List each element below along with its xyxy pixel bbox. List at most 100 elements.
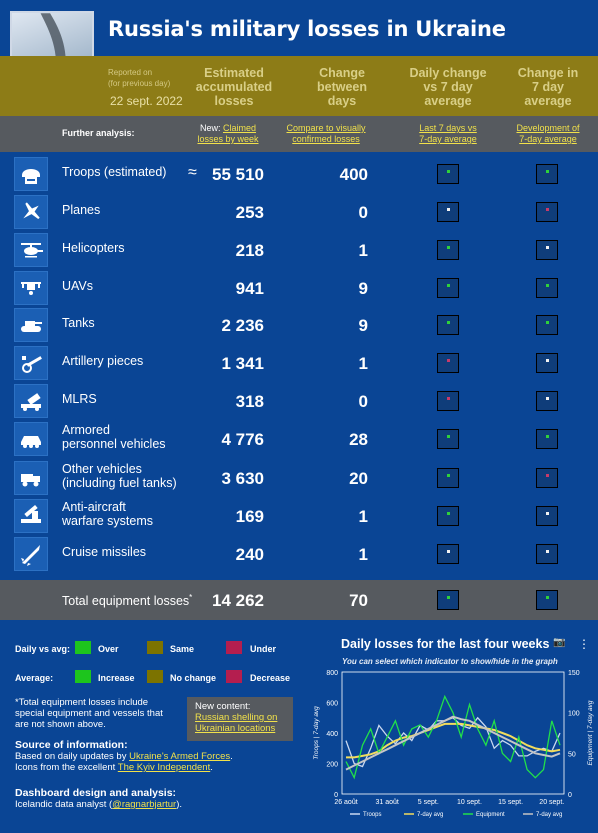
row-value: 4 776 (221, 430, 264, 449)
legend-under-swatch (226, 641, 242, 654)
chart-title: Daily losses for the last four weeks (341, 637, 550, 651)
daily-vs-avg-sparkline[interactable] (437, 240, 459, 260)
indicator-dot (546, 246, 549, 249)
legend-over-label: Over (98, 644, 119, 654)
compare-confirmed-link[interactable]: Compare to visually confirmed losses (286, 123, 366, 144)
avg-change-sparkline[interactable] (536, 164, 558, 184)
avg-change-sparkline[interactable] (536, 468, 558, 488)
daily-vs-avg-sparkline[interactable] (437, 353, 459, 373)
row-label: Armored personnel vehicles (62, 423, 166, 451)
avg-change-sparkline[interactable] (536, 202, 558, 222)
daily-vs-avg-sparkline[interactable] (437, 429, 459, 449)
avg-change-sparkline[interactable] (536, 391, 558, 411)
legend-decrease-swatch (226, 670, 242, 683)
avg-change-sparkline[interactable] (536, 240, 558, 260)
row-value: 2 236 (221, 316, 264, 335)
row-label: Planes (62, 203, 101, 217)
indicator-dot (447, 321, 450, 324)
icons-punct: . (210, 762, 213, 773)
indicator-dot (546, 208, 549, 211)
header-bar (0, 0, 598, 56)
row-value: 253 (235, 203, 264, 222)
avg-change-sparkline[interactable] (536, 506, 558, 526)
anti-aircraft-icon (14, 499, 48, 533)
row-value: 218 (235, 241, 264, 260)
icon-graphic (21, 321, 42, 332)
reported-on-label: Reported on (for previous day) (108, 68, 171, 88)
daily-vs-avg-sparkline[interactable] (437, 315, 459, 335)
row-change: 1 (358, 507, 368, 526)
row-value: 3 630 (221, 469, 264, 488)
icon-graphic (21, 504, 41, 523)
more-options-icon[interactable]: ⋮ (578, 637, 590, 651)
column-header-daily-vs-avg: Daily change vs 7 day average (409, 66, 487, 108)
avg-change-sparkline[interactable] (536, 353, 558, 373)
row-change: 0 (358, 203, 368, 222)
indicator-dot (447, 512, 450, 515)
russian-shelling-link[interactable]: Russian shelling on Ukrainian locations (195, 712, 278, 734)
daily-vs-avg-sparkline[interactable] (437, 391, 459, 411)
series-line-3 (345, 715, 561, 771)
indicator-dot (546, 284, 549, 287)
row-value: 1 341 (221, 354, 264, 373)
row-change: 1 (358, 354, 368, 373)
daily-vs-avg-sparkline[interactable] (437, 278, 459, 298)
row-label: Helicopters (62, 241, 125, 255)
camera-icon[interactable]: 📷 (553, 637, 566, 648)
row-change: 20 (349, 469, 368, 488)
legend-text-1: 7-day avg (417, 812, 443, 818)
fighter-jet-icon (14, 195, 48, 229)
x-tick: 20 sept. (539, 799, 564, 806)
daily-losses-chart[interactable]: 0 200 400 600 800 0 50 100 150 26 août 31 août 5 se… (308, 664, 598, 828)
kyiv-independent-link[interactable]: The Kyiv Independent (117, 762, 211, 773)
approx-symbol: ≈ (188, 164, 197, 181)
indicator-dot (546, 170, 549, 173)
row-value: 169 (235, 507, 264, 526)
y-right-label: Equipment | 7-day avg (587, 700, 594, 765)
legend-nochange-swatch (147, 670, 163, 683)
avg-change-sparkline[interactable] (536, 278, 558, 298)
y-left-tick: 0 (334, 792, 338, 799)
total-footnote: *Total equipment losses include special … (15, 697, 163, 730)
apc-icon (14, 422, 48, 456)
avg-change-sparkline[interactable] (536, 429, 558, 449)
daily-vs-avg-sparkline[interactable] (437, 164, 459, 184)
total-value: 14 262 (212, 591, 264, 610)
legend-same-label: Same (170, 644, 195, 654)
row-label: Artillery pieces (62, 354, 144, 368)
armed-forces-link[interactable]: Ukraine's Armed Forces (129, 751, 231, 762)
daily-vs-avg-sparkline[interactable] (437, 506, 459, 526)
truck-icon (14, 461, 48, 495)
indicator-dot (546, 550, 549, 553)
row-change: 9 (358, 316, 368, 335)
x-tick: 10 sept. (457, 799, 482, 806)
avg-change-sparkline[interactable] (536, 315, 558, 335)
indicator-dot (447, 550, 450, 553)
indicator-dot (447, 596, 450, 599)
row-change: 1 (358, 241, 368, 260)
y-right-tick: 150 (568, 670, 580, 677)
daily-vs-avg-sparkline[interactable] (437, 544, 459, 564)
y-right-tick: 0 (568, 792, 572, 799)
development-7day-link[interactable]: Development of 7-day average (516, 123, 580, 144)
row-label: Cruise missiles (62, 545, 147, 559)
total-avg-sparkline[interactable] (536, 590, 558, 610)
author-link[interactable]: @ragnarbjartur (112, 799, 177, 810)
icon-graphic (21, 545, 40, 566)
claimed-losses-link[interactable]: Claimed losses by week (197, 123, 259, 144)
last-7-days-link[interactable]: Last 7 days vs 7-day average (419, 123, 477, 144)
indicator-dot (447, 474, 450, 477)
daily-vs-avg-sparkline[interactable] (437, 468, 459, 488)
daily-vs-avg-sparkline[interactable] (437, 202, 459, 222)
legend-decrease-label: Decrease (250, 673, 291, 683)
legend-over-swatch (75, 641, 91, 654)
y-right-tick: 50 (568, 751, 576, 758)
row-value: 55 510 (212, 165, 264, 184)
total-daily-sparkline[interactable] (437, 590, 459, 610)
avg-change-sparkline[interactable] (536, 544, 558, 564)
indicator-dot (447, 246, 450, 249)
indicator-dot (546, 397, 549, 400)
icon-graphic (21, 436, 41, 448)
column-header-band (0, 56, 598, 116)
y-right-tick: 100 (568, 711, 580, 718)
